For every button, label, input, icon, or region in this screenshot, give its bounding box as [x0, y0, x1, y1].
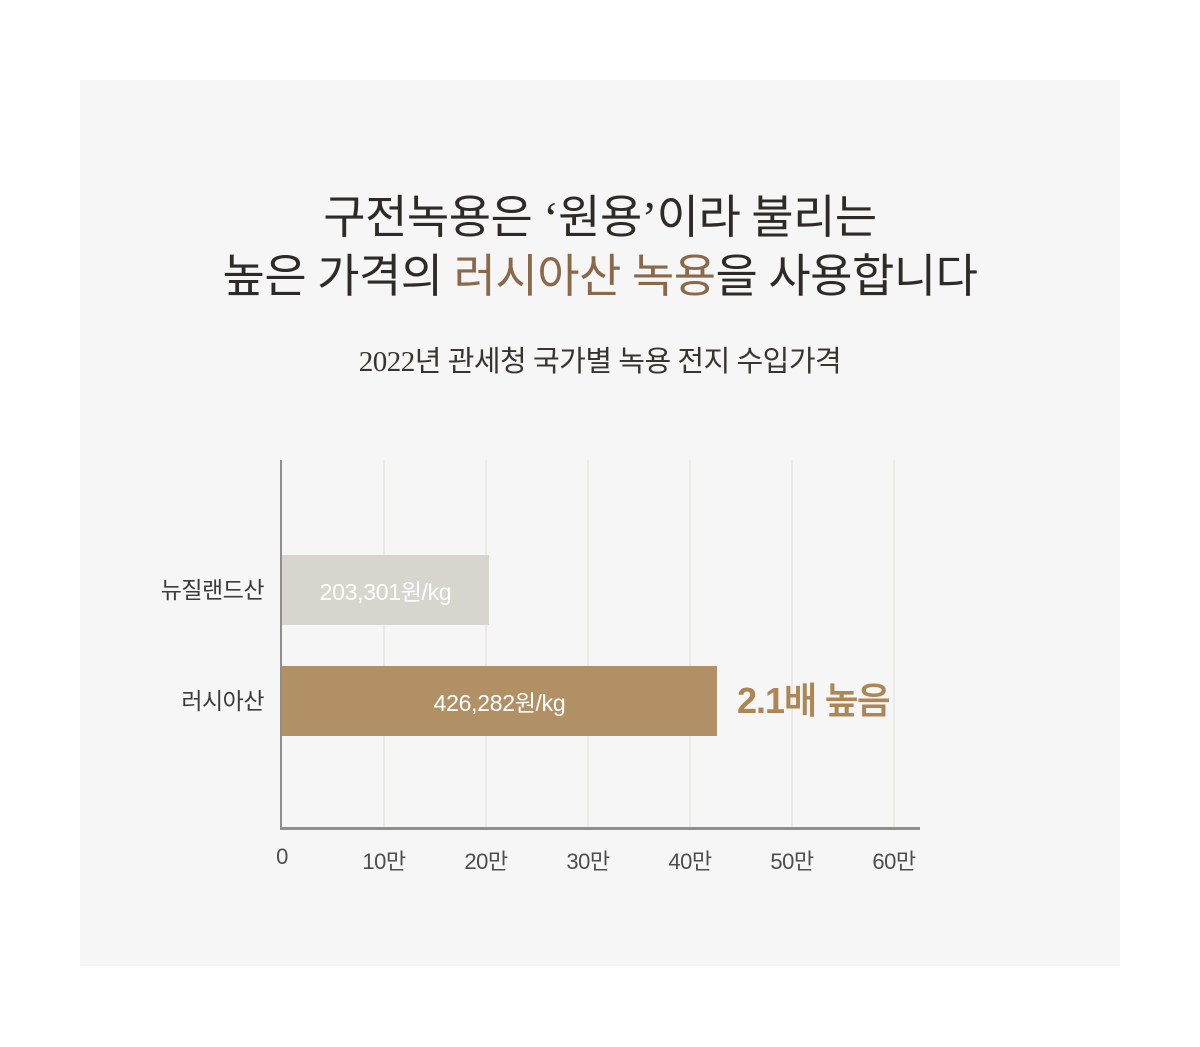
- category-label: 러시아산: [181, 688, 264, 714]
- category-label: 뉴질랜드산: [160, 577, 265, 603]
- headline-line1: 구전녹용은 ‘원용’이라 불리는: [323, 192, 877, 243]
- gridline: [587, 460, 589, 827]
- x-axis-tick-label: 20만: [464, 849, 508, 874]
- bar-value-label: 203,301원/kg: [319, 579, 452, 605]
- annotation-multiplier: 2.1배 높음: [737, 680, 890, 721]
- headline: 구전녹용은 ‘원용’이라 불리는 높은 가격의 러시아산 녹용을 사용합니다: [80, 188, 1120, 306]
- bar-row: 뉴질랜드산 203,301원/kg: [161, 555, 920, 625]
- gridline: [893, 460, 895, 827]
- plot-area: 0 10만 20만 30만 40만 50만 60만 뉴질랜드산 203,301원/kg 러시아산 4…: [161, 460, 920, 874]
- x-axis-tick-label: 10만: [362, 849, 406, 874]
- gridline: [383, 460, 385, 827]
- bar: 426,282원/kg: [282, 666, 717, 736]
- headline-line2-highlight: 러시아산 녹용: [453, 251, 716, 302]
- headline-line2-prefix: 높은 가격의: [222, 251, 454, 302]
- chart-title: 2022년 관세청 국가별 녹용 전지 수입가격: [358, 346, 842, 378]
- x-axis-tick-label: 50만: [770, 849, 814, 874]
- headline-line2-suffix: 을 사용합니다: [715, 251, 978, 302]
- x-axis-tick-label: 30만: [566, 849, 610, 874]
- gridline: [791, 460, 793, 827]
- x-axis-tick-label: 0: [276, 844, 288, 869]
- x-axis-tick-label: 60만: [872, 849, 916, 874]
- content-panel: 구전녹용은 ‘원용’이라 불리는 높은 가격의 러시아산 녹용을 사용합니다 2…: [80, 80, 1120, 966]
- gridline: [485, 460, 487, 827]
- bar-row: 러시아산 426,282원/kg 2.1배 높음: [181, 666, 920, 736]
- bar-value-label: 426,282원/kg: [433, 690, 566, 716]
- bar: 203,301원/kg: [282, 555, 489, 625]
- x-axis-tick-label: 40만: [668, 849, 712, 874]
- gridline: [689, 460, 691, 827]
- headline-line2: 높은 가격의 러시아산 녹용을 사용합니다: [80, 247, 1120, 306]
